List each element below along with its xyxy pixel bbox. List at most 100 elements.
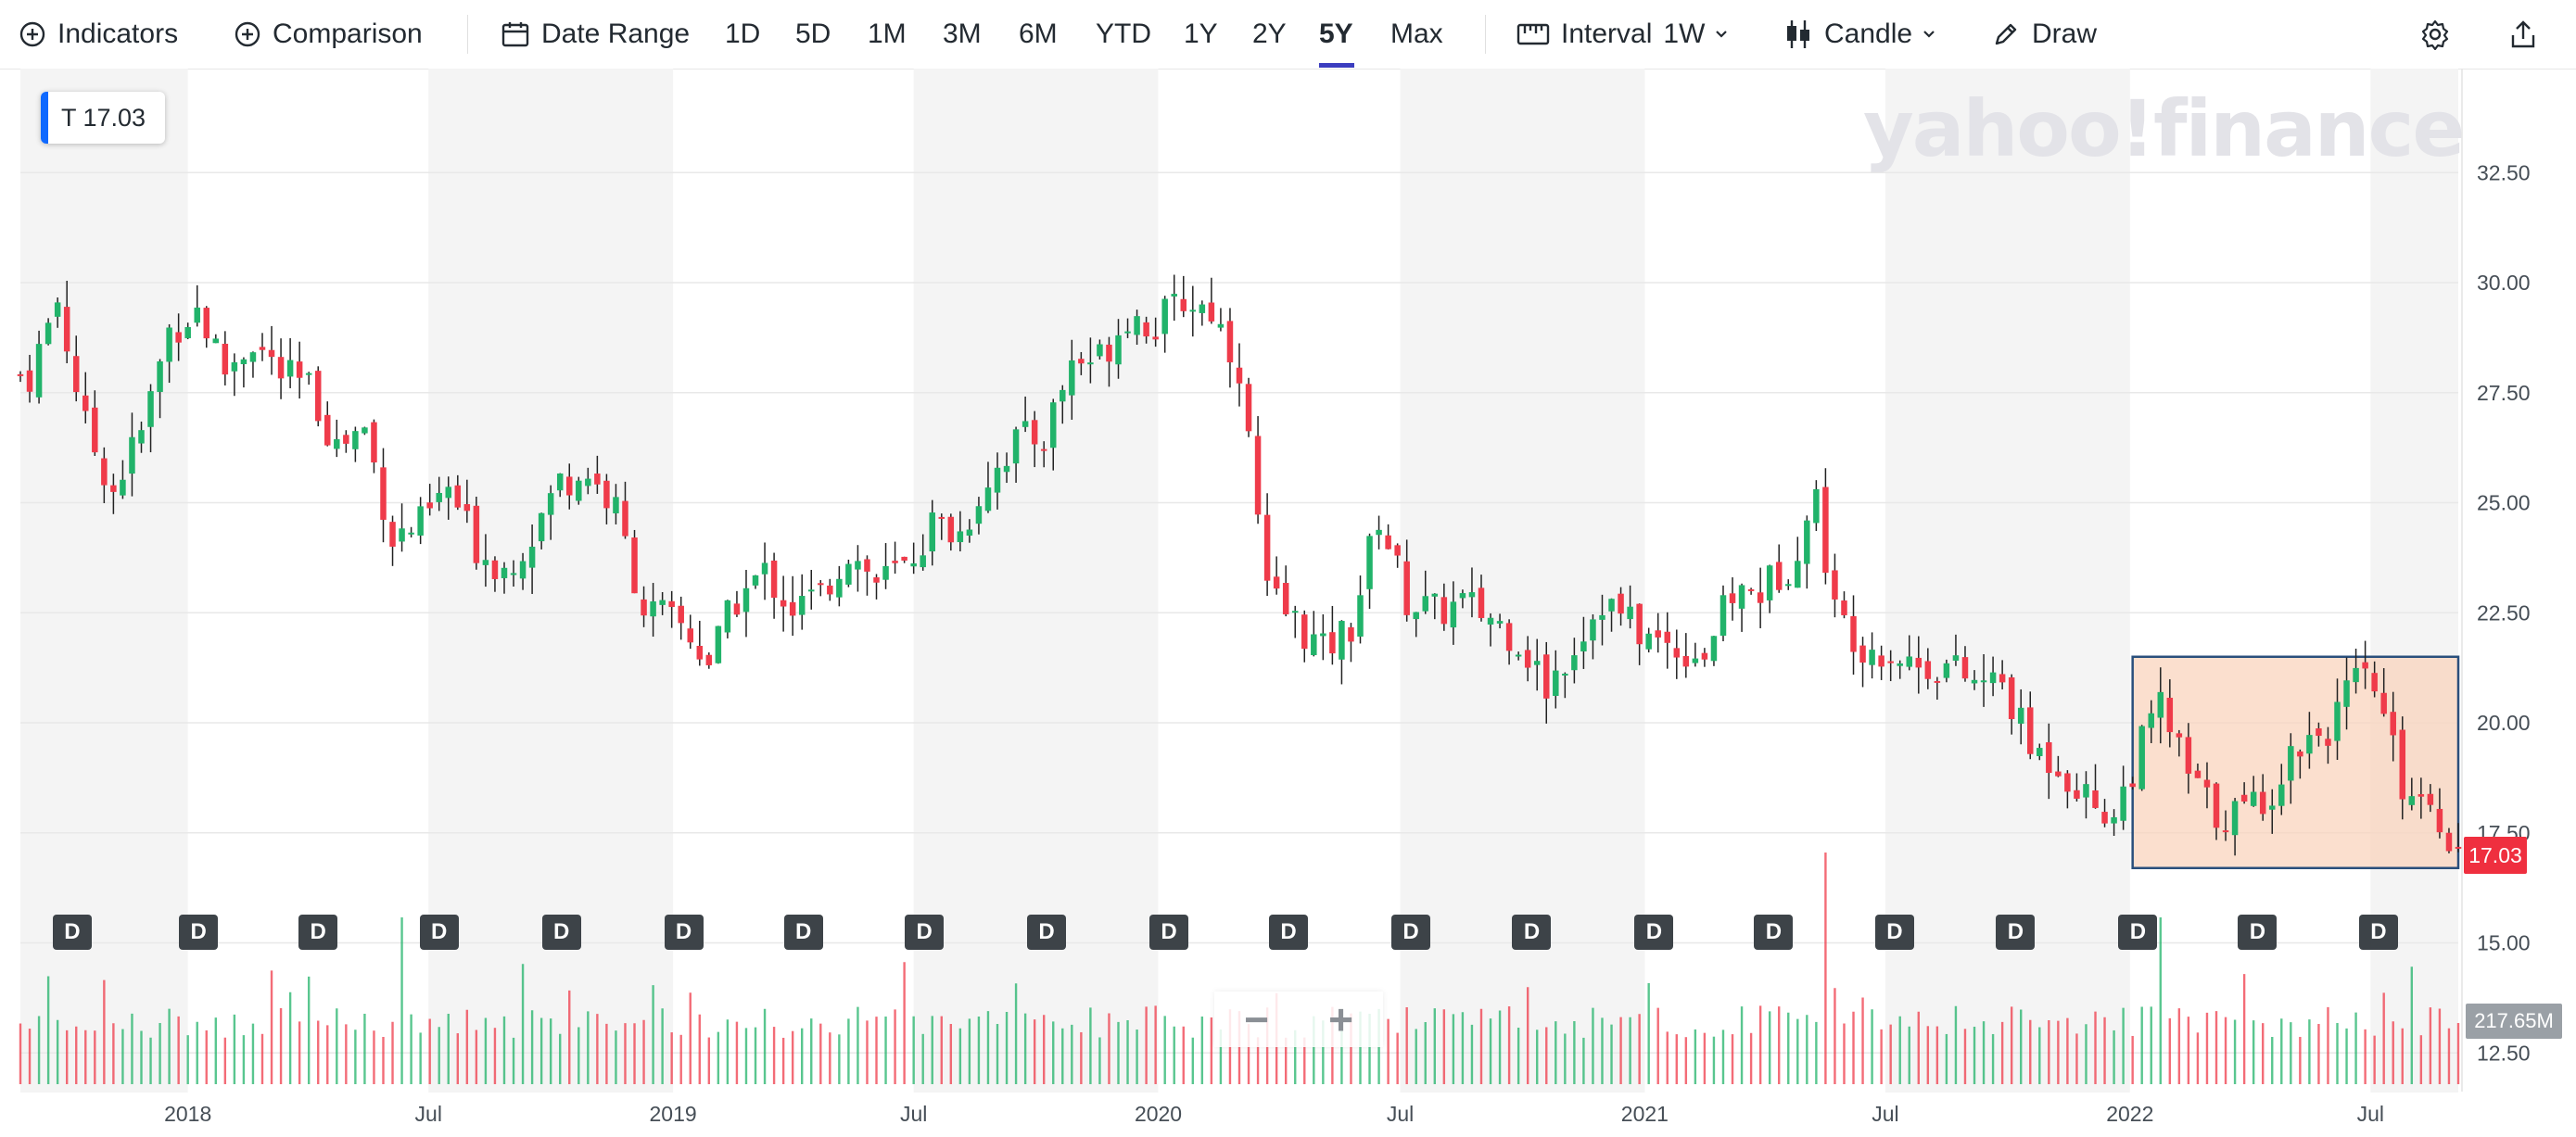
candle-body (1738, 585, 1745, 609)
date-range-button[interactable]: Date Range (501, 0, 690, 69)
candle-body (1376, 529, 1382, 536)
dividend-marker[interactable]: D (783, 915, 823, 950)
candle-body (528, 546, 536, 568)
toolbar-divider (467, 15, 468, 54)
candle-body (1701, 652, 1708, 660)
candle-body (1971, 679, 1978, 684)
dividend-marker[interactable]: D (1512, 915, 1552, 950)
quote-badge[interactable]: T 17.03 (41, 92, 165, 144)
candle-body (2083, 784, 2089, 798)
candle-body (1664, 631, 1671, 643)
dividend-marker[interactable]: D (1269, 915, 1309, 950)
candle-body (1571, 655, 1578, 671)
candle-body (1161, 298, 1168, 335)
candle-body (222, 343, 229, 375)
candle-body (1291, 611, 1299, 613)
dividend-marker[interactable]: D (1148, 915, 1188, 950)
candle-body (2166, 697, 2174, 733)
candle-body (1887, 661, 1894, 663)
candle-body (2203, 779, 2211, 788)
price-chart[interactable]: 32.5030.0027.5025.0022.5020.0017.5015.00… (0, 69, 2576, 1137)
range-ytd-button[interactable]: YTD (1096, 19, 1151, 49)
dividend-marker[interactable]: D (664, 915, 704, 950)
candle-body (2343, 680, 2350, 707)
candle-body (1989, 672, 1997, 684)
x-tick-label: 2018 (164, 1102, 211, 1126)
candle-body (2390, 712, 2396, 736)
dividend-marker[interactable]: D (179, 915, 219, 950)
candle-body (1999, 674, 2006, 683)
interval-button[interactable]: Interval 1W (1516, 0, 1731, 69)
chart-type-button[interactable]: Candle (1783, 0, 1938, 69)
indicators-label: Indicators (57, 19, 179, 49)
candle-body (770, 560, 778, 599)
candle-body (1189, 310, 1197, 312)
candle-body (1729, 593, 1736, 603)
candle-body (2353, 667, 2359, 683)
share-button[interactable] (2508, 0, 2538, 69)
range-1d-button[interactable]: 1D (725, 19, 761, 49)
dividend-marker[interactable]: D (419, 915, 459, 950)
dividend-marker[interactable]: D (2238, 915, 2278, 950)
pencil-icon (1995, 23, 2017, 45)
candle-body (166, 327, 172, 362)
range-max-button[interactable]: Max (1390, 19, 1443, 49)
candle-body (678, 605, 684, 624)
settings-button[interactable] (2419, 0, 2451, 69)
dividend-marker[interactable]: D (1874, 915, 1914, 950)
candle-body (249, 352, 257, 362)
dividend-marker[interactable]: D (1996, 915, 2036, 950)
candle-body (1580, 641, 1587, 651)
range-5y-button[interactable]: 5Y (1319, 19, 1353, 49)
highlight-box (2131, 655, 2460, 869)
candle-body (1961, 657, 1969, 679)
candle-body (1124, 331, 1131, 334)
draw-button[interactable]: Draw (1991, 0, 2097, 69)
range-2y-button[interactable]: 2Y (1252, 19, 1287, 49)
dividend-marker[interactable]: D (298, 915, 338, 950)
comparison-button[interactable]: Comparison (234, 0, 423, 69)
dividend-marker[interactable]: D (52, 915, 92, 950)
candle-body (873, 577, 880, 583)
candle-body (2250, 791, 2257, 806)
dividend-marker[interactable]: D (905, 915, 945, 950)
candlestick-series (17, 274, 2462, 856)
y-tick-label: 25.00 (2477, 491, 2531, 515)
x-axis-labels: 2018 Jul 2019 Jul 2020 Jul 2021 Jul 2022 Jul (164, 1102, 2384, 1126)
candle-body (1394, 545, 1401, 556)
candle-body (2325, 739, 2331, 746)
candle-body (1505, 623, 1513, 651)
dividend-marker[interactable]: D (1754, 915, 1794, 950)
candle-body (1543, 654, 1550, 699)
range-5d-button[interactable]: 5D (795, 19, 831, 49)
candle-body (2231, 801, 2239, 836)
chevron-down-icon (1716, 31, 1728, 38)
candle-body (1692, 658, 1699, 663)
range-6m-button[interactable]: 6M (1019, 19, 1058, 49)
dividend-marker[interactable]: D (2118, 915, 2158, 950)
candle-body (2240, 794, 2248, 802)
candle-body (389, 522, 396, 547)
dividend-marker[interactable]: D (541, 915, 581, 950)
candle-body (26, 370, 33, 392)
candle-body (175, 332, 182, 343)
dividend-marker[interactable]: D (1390, 915, 1430, 950)
zoom-in-button[interactable]: + (1328, 995, 1353, 1043)
range-1y-button[interactable]: 1Y (1184, 19, 1218, 49)
candle-body (1115, 335, 1122, 365)
candle-body (984, 487, 992, 512)
candle-body (2334, 701, 2341, 741)
indicators-button[interactable]: Indicators (19, 0, 178, 69)
range-3m-button[interactable]: 3M (943, 19, 982, 49)
candle-body (1785, 584, 1792, 587)
zoom-out-button[interactable]: − (1244, 995, 1269, 1043)
dividend-marker[interactable]: D (2358, 915, 2398, 950)
candle-body (650, 601, 656, 617)
candle-body (1031, 420, 1038, 445)
dividend-marker[interactable]: D (1634, 915, 1674, 950)
y-tick-label: 12.50 (2477, 1041, 2531, 1065)
range-1m-button[interactable]: 1M (868, 19, 907, 49)
candle-body (975, 506, 983, 524)
dividend-marker[interactable]: D (1027, 915, 1067, 950)
candle-body (1934, 680, 1941, 683)
